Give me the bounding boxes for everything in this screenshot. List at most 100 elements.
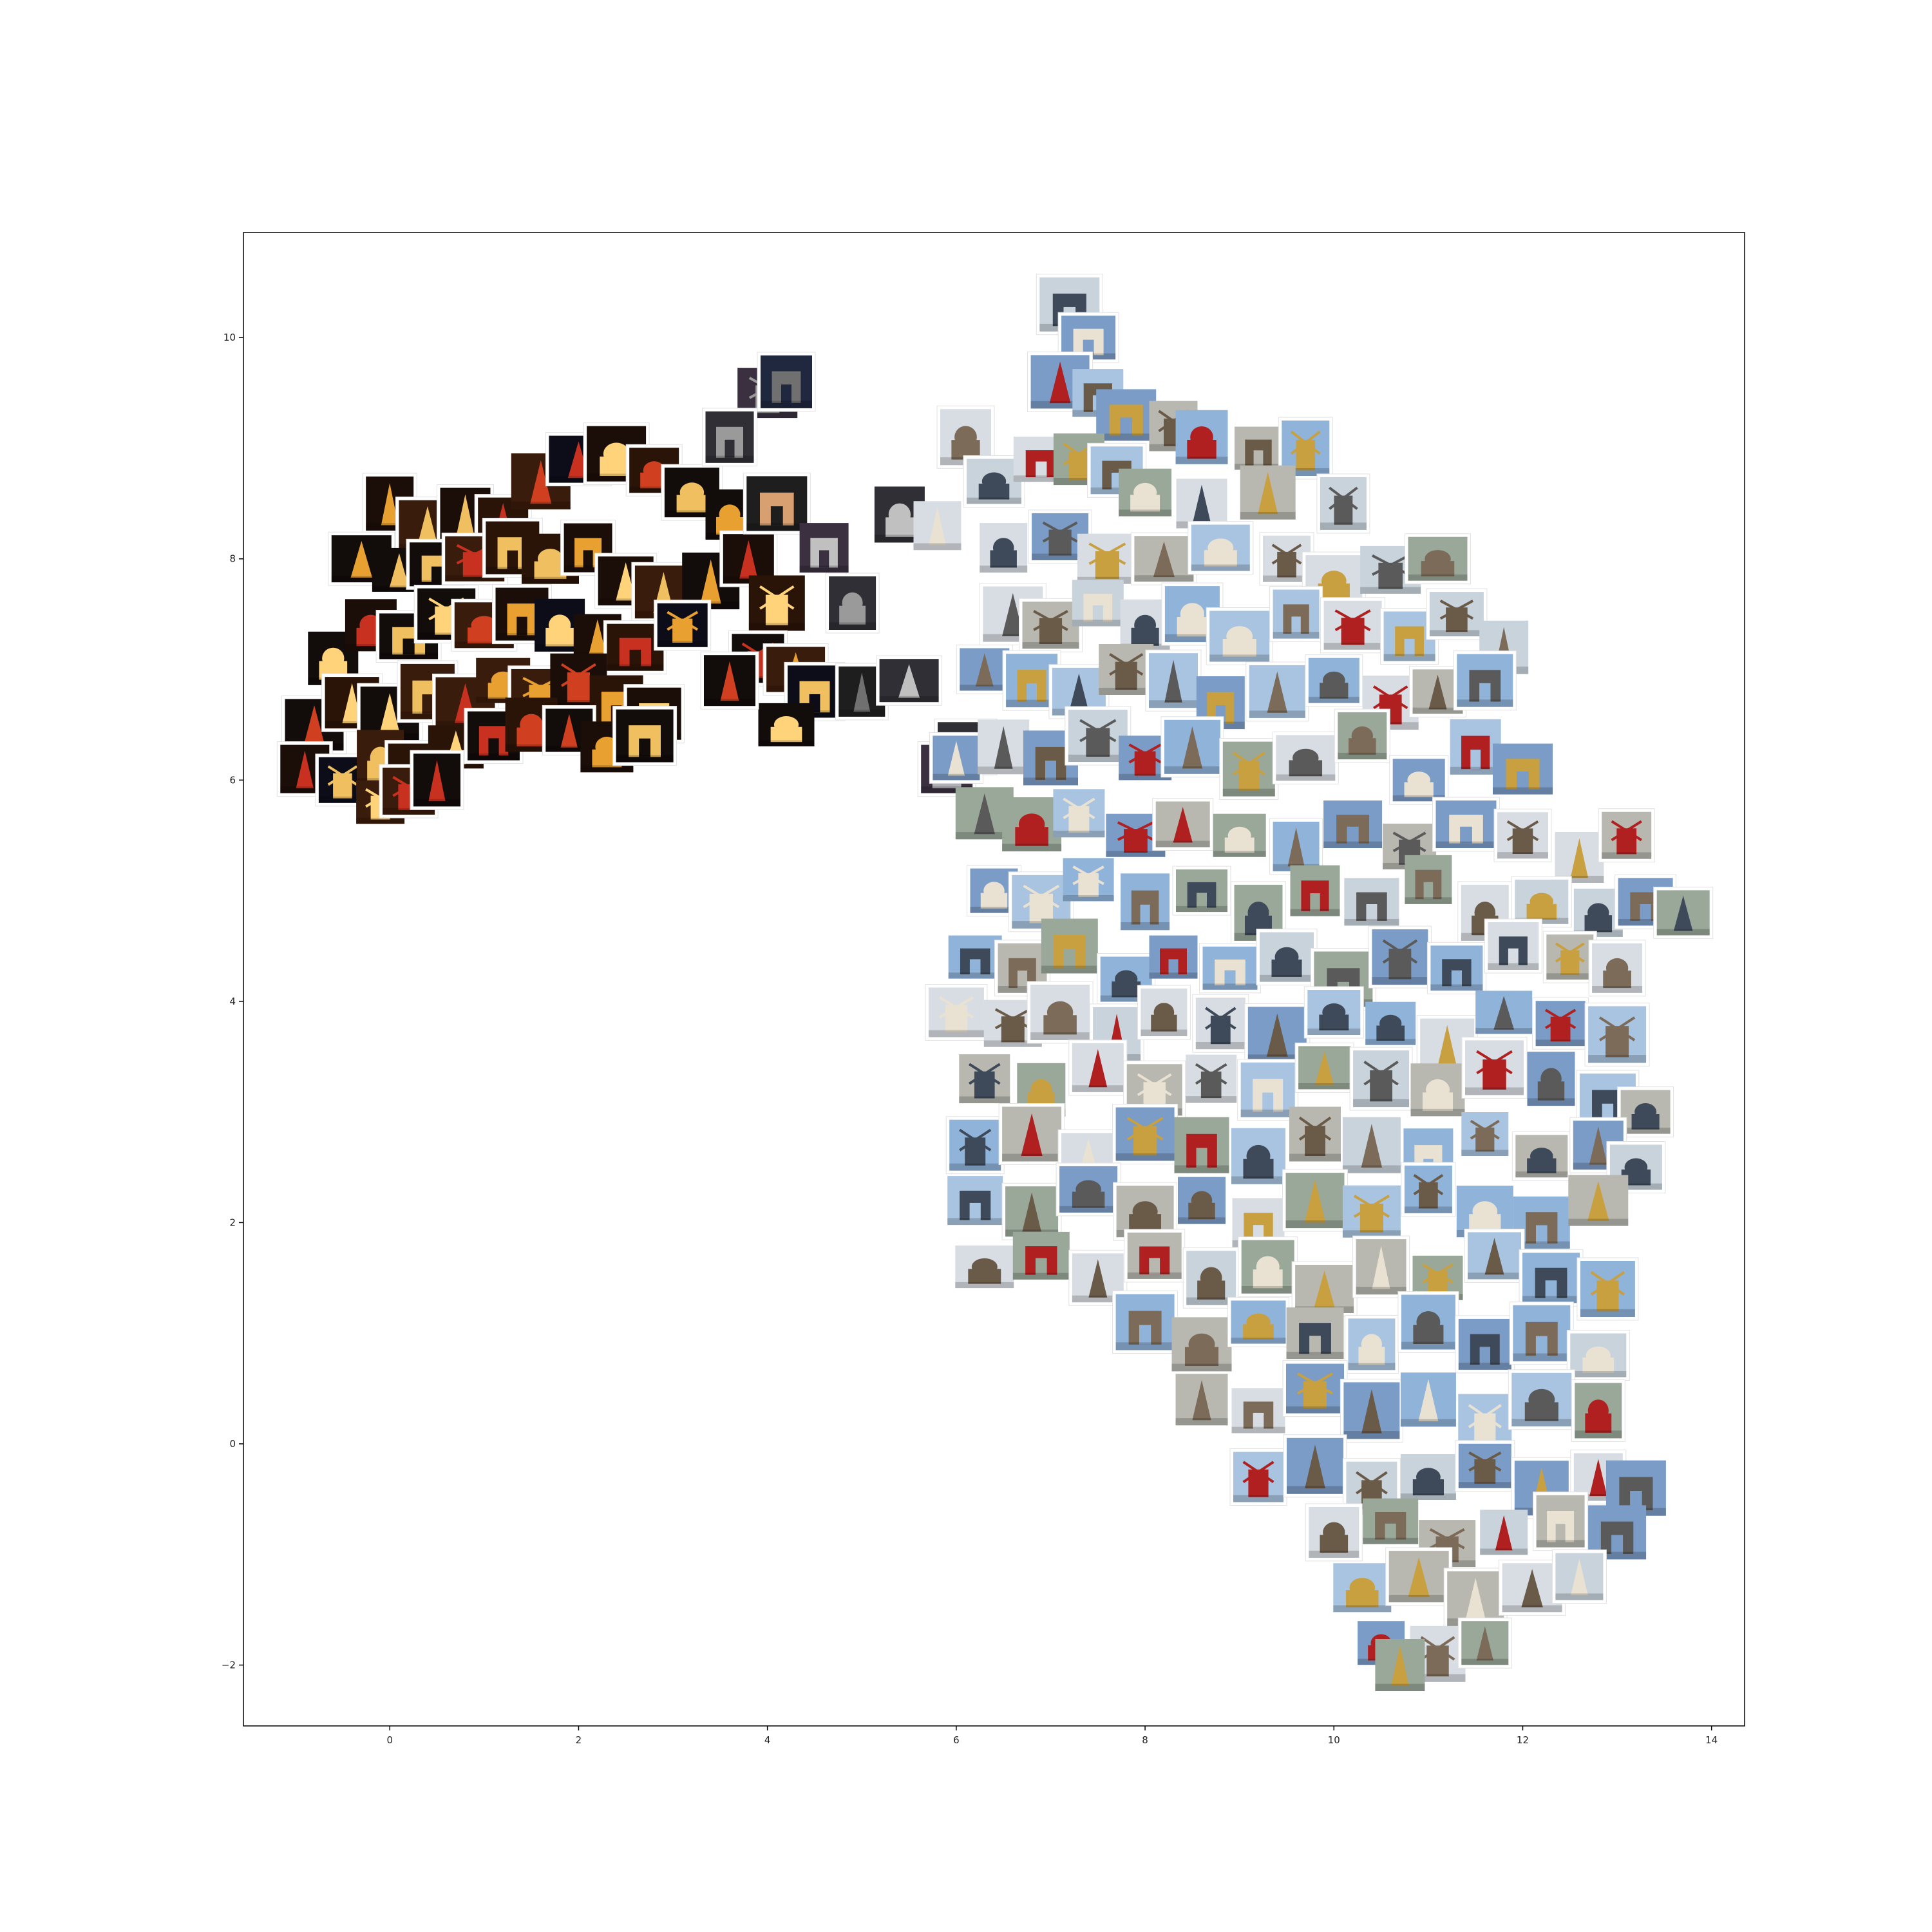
image-point [1068,1039,1128,1096]
image-point [799,523,849,573]
image-point [998,1103,1065,1165]
image-point [1289,1106,1341,1162]
y-tick-label: 6 [229,774,236,786]
image-point [758,703,815,746]
image-point [1542,931,1597,983]
image-point [1566,1330,1630,1381]
image-point [748,575,805,631]
y-tick-label: 8 [229,553,236,565]
image-point [1231,1128,1285,1184]
image-point [1282,1360,1348,1417]
image-point [1121,873,1170,931]
image-point [1256,929,1318,986]
image-point [1334,708,1390,763]
image-point [948,935,1002,979]
image-point [1375,1639,1425,1691]
image-point [1283,1434,1347,1498]
image-point [1272,731,1339,784]
image-point [1617,1086,1674,1138]
x-tick-label: 0 [386,1734,393,1746]
y-tick-label: 10 [223,332,236,343]
image-point [1027,981,1094,1044]
image-point [702,408,757,467]
image-point [913,501,961,551]
image-point [700,651,759,710]
image-point [1106,813,1166,857]
image-point [410,750,464,810]
image-point [1294,1042,1354,1093]
image-point [1410,1063,1465,1117]
image-point [1269,586,1323,643]
image-point [1584,1002,1650,1066]
x-tick-label: 8 [1142,1734,1148,1746]
image-point [654,600,712,651]
x-tick-label: 6 [953,1734,960,1746]
image-point [1397,1291,1459,1353]
image-point [1291,1261,1358,1317]
image-point [1160,716,1224,778]
image-point [1349,1046,1413,1111]
image-point [945,1116,1005,1175]
image-point [1484,918,1542,974]
image-point [1172,866,1231,916]
image-point [1305,1503,1363,1562]
image-point [1363,1498,1419,1544]
image-point [980,523,1028,573]
image-point [1316,473,1370,534]
image-point [1588,940,1646,997]
image-point [1653,886,1714,939]
image-points-layer [276,274,1714,1691]
image-point [1389,755,1449,805]
image-point [1012,1231,1070,1280]
image-point [1303,986,1364,1039]
image-point [1063,858,1114,902]
image-point [1229,1448,1287,1506]
image-point [1532,997,1589,1050]
y-tick-label: 2 [229,1217,236,1228]
image-point [1056,1162,1121,1217]
image-point [1174,1117,1229,1173]
image-point [1453,650,1517,711]
image-point [1192,994,1249,1053]
image-point [1405,533,1471,585]
image-point [1053,789,1105,838]
image-point [1219,738,1279,800]
image-point [1130,532,1197,585]
image-point [1269,818,1323,875]
image-point [1455,1440,1515,1492]
image-point [1188,521,1254,575]
image-point [1344,1314,1399,1374]
image-point [1385,1547,1453,1606]
image-point [1206,607,1273,665]
image-point [1178,1177,1226,1224]
y-tick-label: 4 [229,996,236,1007]
image-point [757,352,816,412]
image-point [1175,410,1228,464]
image-point [1533,1492,1589,1551]
image-point [1323,800,1383,848]
image-point [1227,1297,1289,1347]
image-point [1400,1372,1456,1427]
image-point [1426,588,1488,640]
image-point [1099,644,1154,695]
x-tick-label: 4 [764,1734,771,1746]
image-point [1149,935,1198,979]
image-point [1119,468,1172,516]
image-point [1245,661,1309,722]
x-tick-label: 14 [1705,1734,1718,1746]
image-point [1097,953,1156,1005]
image-point [1401,1162,1456,1217]
image-point [1152,798,1214,851]
image-point [1352,1235,1410,1298]
image-point [1041,918,1098,974]
image-point [1527,1052,1575,1106]
image-point [1013,437,1069,482]
image-point [1305,654,1363,707]
image-point [1145,649,1202,712]
image-point [1278,417,1333,480]
x-tick-label: 2 [576,1734,582,1746]
image-point [1237,1059,1299,1121]
image-point [1282,1169,1348,1232]
image-point [1368,925,1432,989]
